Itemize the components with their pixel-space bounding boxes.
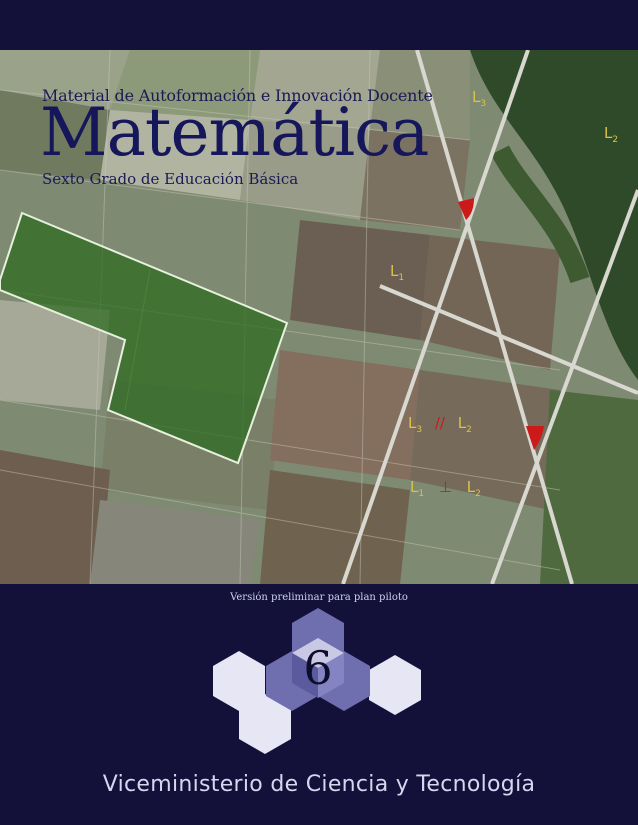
- top-band: [0, 0, 638, 50]
- parallel-symbol: //: [434, 414, 445, 432]
- label-l2-top: L2: [604, 124, 619, 145]
- line-l2-b: [490, 189, 638, 584]
- hex-right: [369, 655, 421, 715]
- line-l1: [379, 284, 638, 395]
- aerial-photo: [0, 50, 638, 584]
- angle-marker-top: [458, 198, 474, 220]
- grade-number: 6: [303, 641, 332, 695]
- version-note: Versión preliminar para plan piloto: [230, 592, 408, 603]
- angle-marker-bottom: [526, 426, 544, 450]
- publisher: Viceministerio de Ciencia y Tecnología: [102, 772, 536, 797]
- label-l1: L1: [390, 262, 405, 283]
- series-title: Material de Autoformación e Innovación D…: [42, 86, 433, 105]
- label-l3-top: L3: [472, 88, 487, 109]
- perpendicular-symbol: ⊥: [438, 478, 452, 496]
- hexagon-logo: 6: [213, 608, 421, 754]
- hex-bottom: [239, 694, 291, 754]
- perpendicular-relation: L1 ⊥ L2: [410, 478, 481, 499]
- hex-left: [213, 651, 265, 711]
- line-l3: [415, 50, 574, 584]
- forest: [470, 50, 638, 380]
- parallel-relation: L3 // L2: [408, 414, 472, 435]
- line-l2-a: [341, 50, 530, 584]
- grade-subtitle: Sexto Grado de Educación Básica: [42, 170, 299, 188]
- main-title: Matemática: [40, 94, 429, 171]
- highlighted-plot: [0, 211, 289, 465]
